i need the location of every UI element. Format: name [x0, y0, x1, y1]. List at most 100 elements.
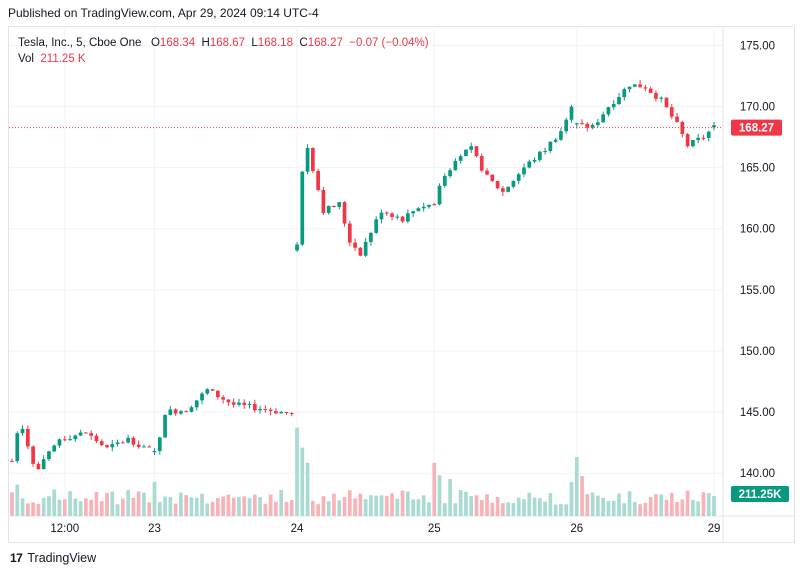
candle-body [147, 446, 152, 448]
volume-bar [617, 493, 621, 516]
candle-body [691, 139, 695, 147]
volume-bar [363, 499, 368, 516]
candle-body [237, 402, 241, 405]
volume-bar [279, 490, 284, 516]
candle-body [89, 433, 94, 436]
volume-bar [622, 503, 627, 516]
volume-bar [147, 502, 152, 516]
volume-bar [390, 493, 394, 516]
volume-bar [274, 501, 278, 516]
volume-bar [221, 496, 225, 516]
volume-bar [474, 495, 479, 516]
volume-bar [511, 503, 516, 516]
candle-body [94, 435, 99, 442]
candle-body [501, 188, 505, 192]
y-tick-label: 175.00 [740, 40, 775, 52]
tradingview-logo-icon: 17 [10, 551, 23, 565]
candle-body [522, 167, 526, 175]
volume-bar [20, 498, 25, 516]
volume-bar [194, 497, 199, 516]
volume-bar [411, 499, 415, 516]
candle-body [342, 202, 347, 224]
volume-bar [437, 475, 442, 516]
symbol-legend: Tesla, Inc., 5, Cboe One O168.34 H168.67… [18, 35, 429, 67]
candle-body [453, 160, 458, 171]
volume-bar [569, 481, 574, 516]
volume-bar [453, 503, 458, 516]
volume-bar [406, 491, 410, 516]
volume-bar [675, 501, 679, 516]
candle-body [168, 409, 173, 415]
candle-body [47, 451, 51, 460]
volume-bar [506, 502, 510, 516]
volume-bar [432, 462, 437, 516]
candle-body [474, 146, 479, 157]
volume-bar [52, 489, 57, 516]
volume-bar [84, 498, 88, 516]
high-label: H [201, 37, 210, 49]
candle-body [638, 84, 642, 88]
volume-bar [601, 497, 606, 516]
candle-body [606, 107, 611, 115]
volume-bar [448, 478, 452, 516]
candle-body [78, 432, 83, 436]
volume-bar [543, 501, 547, 516]
candle-body [31, 446, 35, 464]
volume-bar [590, 492, 595, 516]
candle-body [73, 435, 78, 440]
candle-body [511, 180, 516, 187]
candle-body [242, 402, 247, 405]
volume-bar [99, 501, 104, 516]
candle-body [210, 389, 215, 391]
candle-body [574, 123, 579, 125]
candle-body [559, 131, 563, 140]
candle-body [179, 411, 183, 414]
candle-body [36, 463, 41, 470]
candle-body [421, 206, 426, 209]
volume-bar [163, 496, 167, 516]
x-tick-label: 29 [708, 523, 721, 535]
volume-bar [580, 476, 584, 516]
volume-bar [442, 503, 447, 516]
volume-bar [627, 491, 632, 516]
volume-label: Vol [18, 53, 34, 65]
volume-bar [384, 495, 389, 516]
volume-bar [237, 497, 241, 516]
candle-body [384, 212, 389, 214]
candle-body [395, 216, 400, 218]
volume-bar [516, 497, 521, 516]
candle-body [632, 84, 637, 87]
volume-bar [611, 500, 616, 516]
change-value: −0.07 (−0.04%) [349, 37, 429, 49]
volume-bar [574, 457, 579, 516]
volume-bar [501, 503, 505, 516]
candle-body [163, 414, 167, 438]
candle-body [258, 409, 262, 411]
candle-body [300, 171, 305, 245]
volume-bar [638, 504, 642, 516]
volume-row: Vol 211.25 K [18, 51, 429, 67]
volume-bar [231, 497, 236, 516]
candle-body [706, 131, 711, 138]
candle-body [622, 89, 627, 98]
volume-bar [31, 502, 35, 516]
y-tick-label: 150.00 [740, 346, 775, 358]
candle-body [247, 403, 252, 405]
candle-body [110, 444, 115, 448]
candle-body [231, 402, 236, 405]
candle-body [363, 241, 368, 256]
candle-body [268, 409, 273, 412]
volume-bar [659, 494, 664, 516]
volume-bar [57, 499, 62, 516]
candle-body [105, 445, 109, 448]
candle-body [221, 397, 225, 400]
candle-body [332, 205, 336, 207]
candle-body [712, 125, 716, 128]
candle-body [685, 134, 690, 147]
last-volume-badge [731, 486, 789, 502]
candle-body [205, 389, 210, 394]
volume-bar [289, 499, 294, 516]
volume-bar [669, 492, 674, 516]
candle-body [553, 139, 558, 142]
